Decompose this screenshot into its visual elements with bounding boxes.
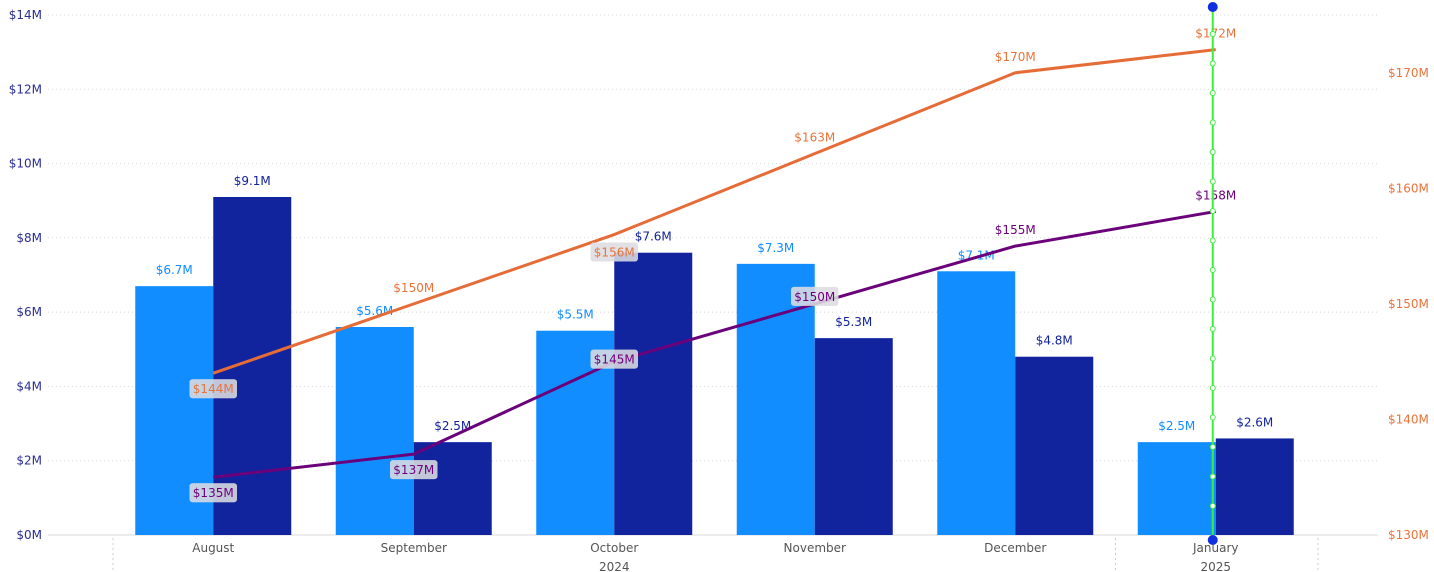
line-data-label: $155M [995,223,1036,237]
line-data-label: $172M [1195,27,1236,41]
cursor-line-marker [1209,149,1216,155]
bar [413,442,492,535]
cursor-line-marker [1209,385,1216,391]
bar-data-label: $7.3M [757,241,794,255]
cursor-line-marker [1209,444,1216,450]
bar-data-label: $5.3M [835,315,872,329]
bar [335,327,414,535]
bar-data-label: $2.5M [1158,419,1195,433]
x-tick-label: August [192,541,234,555]
line-data-label: $144M [193,382,234,396]
line-label-box-shade [590,349,638,369]
x-group-label: 2025 [1200,560,1231,572]
y-left-tick-label: $12M [9,82,42,96]
cursor-line-marker [1209,60,1216,67]
x-tick-label: December [984,541,1046,555]
cursor-line-marker [1209,178,1216,185]
line-data-label: $150M [794,290,835,304]
line-data-label: $170M [995,50,1036,64]
bar [1137,442,1216,535]
series-line [213,209,1217,479]
line-data-label: $156M [594,246,635,260]
cursor-line-marker [1209,119,1216,126]
y-left-tick-label: $4M [16,379,42,393]
bar-data-label: $5.5M [557,308,594,322]
line-label-box-shade [189,483,237,503]
cursor-top-handle [1207,2,1218,12]
cursor-line-marker [1209,326,1216,332]
y-right-tick-label: $140M [1388,412,1429,426]
y-left-tick-label: $8M [16,231,42,245]
line-data-label: $158M [1195,188,1236,202]
line-data-label: $150M [393,281,434,295]
cursor-line-marker [1209,473,1216,480]
cursor-line-marker [1209,237,1216,244]
cursor-line-marker [1209,296,1216,303]
y-right-tick-label: $150M [1388,297,1429,311]
bar-data-label: $9.1M [234,174,271,188]
cursor-line-marker [1209,90,1216,96]
y-left-tick-label: $14M [9,8,42,22]
y-right-tick-label: $170M [1388,66,1429,80]
line-data-label: $145M [594,353,635,367]
bar [814,338,893,535]
line-label-box-shade [590,242,638,262]
cursor-line-marker [1209,208,1216,214]
bar-data-label: $4.8M [1036,334,1073,348]
bar [1015,356,1094,535]
bar [1215,438,1294,535]
bar [213,197,292,535]
line-data-label: $163M [794,131,835,145]
y-left-tick-label: $2M [16,454,42,468]
cursor-line-marker [1209,355,1216,362]
x-tick-label: October [590,541,638,555]
bar-data-label: $6.7M [156,263,193,277]
line-label-box-shade [189,379,237,399]
line-data-label: $135M [193,486,234,500]
bar [937,271,1016,535]
x-tick-label: September [381,541,447,555]
y-right-tick-label: $130M [1388,528,1429,542]
y-left-tick-label: $10M [9,157,42,171]
bar [614,252,693,535]
series-line [212,48,1216,375]
x-tick-label: January [1192,541,1239,555]
cursor-line-marker [1209,414,1216,421]
bar-data-label: $7.6M [635,230,672,244]
cursor-line-marker [1209,503,1216,509]
y-left-tick-label: $6M [16,305,42,319]
cursor-line-marker [1209,31,1216,37]
y-right-tick-label: $160M [1388,181,1429,195]
y-left-tick-label: $0M [16,528,42,542]
cursor-line-marker [1209,267,1216,273]
line-data-label: $137M [393,463,434,477]
line-label-box-shade [390,460,438,480]
cursor-bottom-handle [1207,535,1218,545]
x-tick-label: November [784,541,846,555]
bar-data-label: $2.6M [1236,415,1273,429]
line-label-box-shade [791,286,839,306]
x-group-label: 2024 [599,560,630,572]
bar-data-label: $2.5M [434,419,471,433]
